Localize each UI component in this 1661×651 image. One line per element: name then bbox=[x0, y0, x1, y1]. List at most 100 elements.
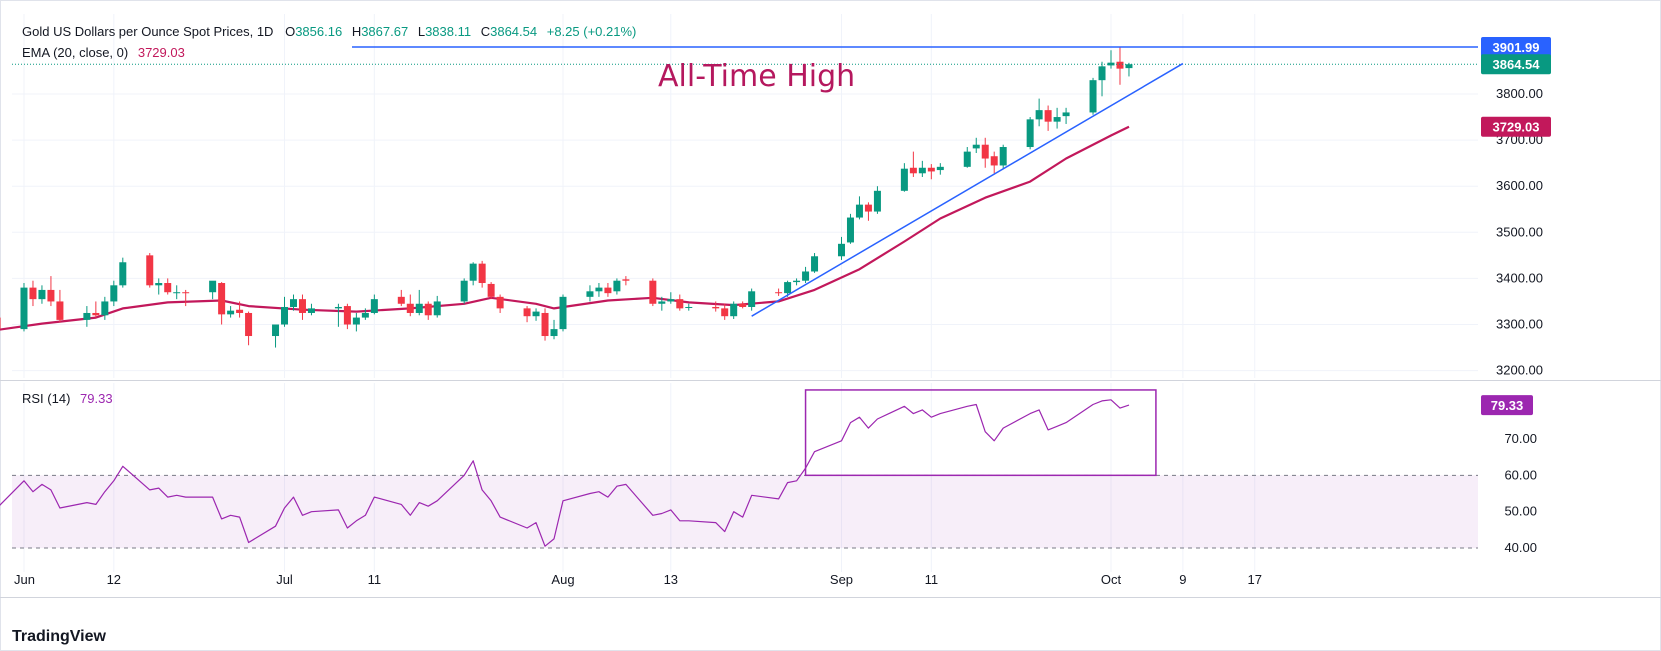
candle bbox=[1053, 107, 1061, 129]
candle-body bbox=[837, 243, 845, 257]
candle-body bbox=[272, 324, 280, 337]
candle-body bbox=[909, 167, 917, 174]
candle bbox=[649, 278, 657, 307]
candle bbox=[532, 308, 540, 321]
candle-body bbox=[1044, 110, 1052, 122]
candle bbox=[1044, 105, 1052, 131]
candle-body bbox=[1116, 61, 1124, 69]
ema-line bbox=[0, 125, 1130, 331]
candle-body bbox=[963, 151, 971, 167]
candle-body bbox=[595, 287, 603, 292]
time-axis-label: 9 bbox=[1179, 572, 1186, 587]
candle-body bbox=[855, 204, 863, 218]
candle bbox=[119, 257, 127, 288]
candle-body bbox=[1089, 80, 1097, 113]
candle bbox=[289, 294, 297, 311]
rsi-axis-label: 70.00 bbox=[1504, 431, 1537, 446]
candle bbox=[415, 289, 423, 316]
tradingview-logo-text: TradingView bbox=[12, 628, 106, 645]
candle bbox=[559, 294, 567, 332]
candle-body bbox=[110, 285, 118, 302]
candle-body bbox=[460, 280, 468, 302]
candle-body bbox=[999, 147, 1007, 166]
ema-legend: EMA (20, close, 0) 3729.03 bbox=[22, 45, 185, 60]
candle-body bbox=[721, 308, 729, 317]
candle bbox=[47, 276, 55, 307]
candle-body bbox=[47, 289, 55, 302]
candle-body bbox=[361, 312, 369, 318]
candle bbox=[793, 278, 801, 286]
candle-body bbox=[182, 292, 190, 294]
rsi-axis-label: 50.00 bbox=[1504, 504, 1537, 519]
rsi-last-badge-text: 79.33 bbox=[1491, 398, 1524, 413]
candle-body bbox=[92, 312, 100, 316]
candle-body bbox=[56, 301, 64, 320]
candle-body bbox=[604, 287, 612, 294]
candle bbox=[352, 312, 360, 332]
rsi-legend-label: RSI (14) bbox=[22, 391, 71, 406]
candle-body bbox=[676, 299, 684, 309]
candle bbox=[397, 289, 405, 307]
last-price-badge: 3864.54 bbox=[1481, 54, 1551, 75]
price-axis-label: 3600.00 bbox=[1496, 178, 1543, 193]
price-axis-label: 3300.00 bbox=[1496, 317, 1543, 332]
ema-badge: 3729.03 bbox=[1481, 116, 1551, 137]
candle bbox=[918, 160, 926, 177]
candle-body bbox=[487, 283, 495, 297]
price-axis-label: 3200.00 bbox=[1496, 363, 1543, 378]
high-label: H bbox=[351, 24, 362, 39]
open-value: 3856.16 bbox=[295, 24, 343, 39]
tradingview-logo: TradingView bbox=[12, 628, 106, 646]
candle-body bbox=[352, 317, 360, 325]
candle-body bbox=[658, 301, 666, 304]
candle bbox=[29, 280, 37, 307]
candle-body bbox=[343, 306, 351, 325]
candle-body bbox=[155, 283, 163, 286]
candle bbox=[487, 282, 495, 300]
candle-body bbox=[101, 301, 109, 316]
candle-body bbox=[559, 296, 567, 330]
candle-body bbox=[936, 166, 944, 171]
candle-body bbox=[218, 283, 226, 315]
candle bbox=[155, 278, 163, 295]
candle-body bbox=[370, 299, 378, 313]
candle bbox=[236, 301, 244, 318]
candle bbox=[972, 137, 980, 154]
candle-body bbox=[496, 296, 504, 309]
candle-body bbox=[119, 262, 127, 286]
candle-body bbox=[164, 283, 172, 293]
candle bbox=[370, 294, 378, 315]
candle-body bbox=[864, 204, 872, 212]
candle-body bbox=[550, 329, 558, 337]
candle bbox=[739, 301, 747, 309]
candle bbox=[227, 306, 235, 318]
candle-body bbox=[532, 311, 540, 317]
rsi-line bbox=[0, 399, 1130, 547]
time-axis-label: 17 bbox=[1248, 572, 1262, 587]
candle bbox=[1116, 46, 1124, 85]
candle bbox=[864, 202, 872, 221]
price-axis-label: 3800.00 bbox=[1496, 86, 1543, 101]
time-axis-label: Jun bbox=[14, 572, 35, 587]
candle-body bbox=[748, 291, 756, 307]
rsi-last-badge-bg bbox=[1481, 395, 1533, 416]
candle-body bbox=[478, 263, 486, 284]
candle-body bbox=[29, 287, 37, 300]
candle-body bbox=[281, 306, 289, 325]
time-axis-label: Oct bbox=[1101, 572, 1122, 587]
candle-body bbox=[900, 168, 908, 191]
candle bbox=[433, 295, 441, 318]
candle bbox=[541, 308, 549, 341]
time-axis-label: Sep bbox=[830, 572, 853, 587]
candle bbox=[173, 285, 181, 300]
candle bbox=[424, 301, 432, 320]
candle bbox=[496, 294, 504, 313]
high-value: 3867.67 bbox=[361, 24, 409, 39]
candle bbox=[811, 253, 819, 273]
candle bbox=[622, 276, 630, 286]
ema-badge-bg bbox=[1481, 116, 1551, 137]
candle bbox=[855, 196, 863, 220]
candle bbox=[146, 253, 154, 288]
rsi-overbought-box bbox=[804, 389, 1157, 477]
